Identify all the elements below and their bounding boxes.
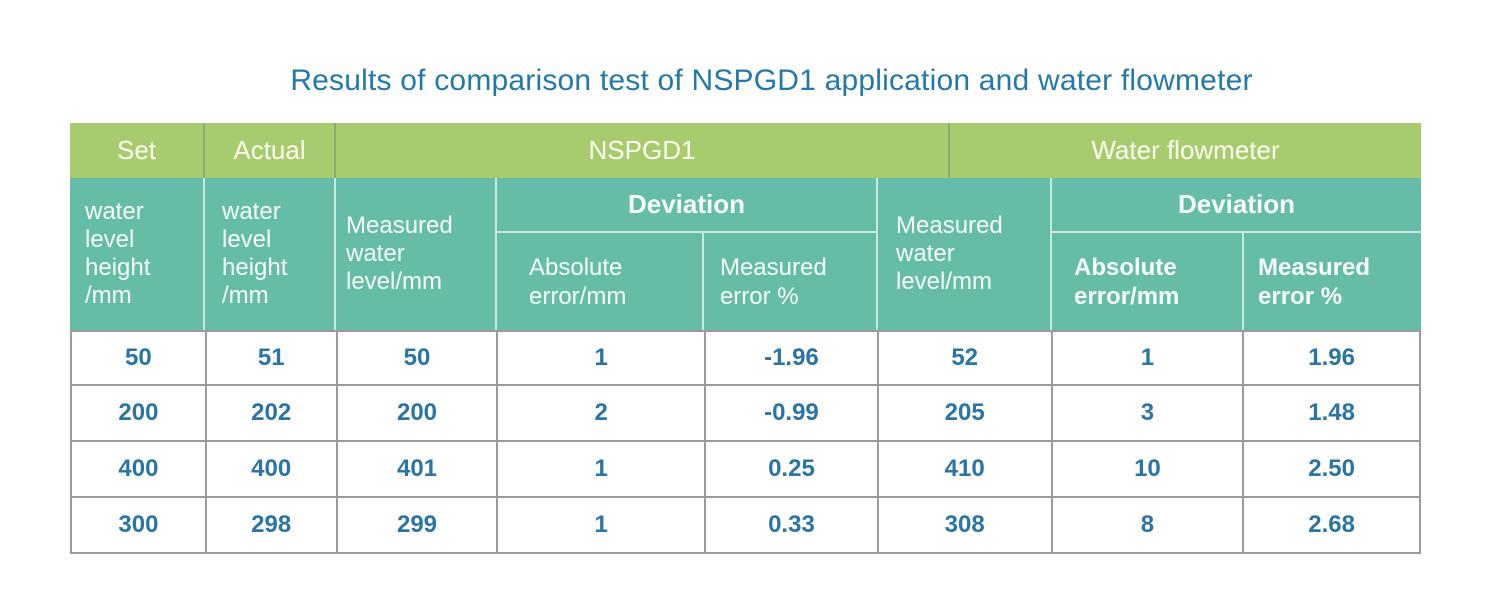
header-cell-nspgd1: NSPGD1 [336, 123, 950, 178]
table-row: 200 202 200 2 -0.99 205 3 1.48 [72, 386, 1422, 442]
data-cell: 200 [72, 386, 207, 440]
data-cell: 400 [72, 442, 207, 496]
table-header-top-row: Set Actual NSPGD1 Water flowmeter [70, 123, 1421, 178]
data-cell: 1 [498, 498, 707, 552]
data-cell: 410 [878, 442, 1053, 496]
table-header-sub-row: water level height /mm water level heigh… [70, 178, 1421, 330]
data-cell: 50 [72, 332, 207, 384]
header-cell-nspgd1-deviation: Deviation [497, 178, 876, 233]
comparison-table: Set Actual NSPGD1 Water flowmeter water … [70, 123, 1422, 554]
data-cell: 1.48 [1244, 386, 1422, 440]
data-cell: 1 [498, 442, 707, 496]
table-row: 400 400 401 1 0.25 410 10 2.50 [72, 442, 1422, 498]
header-cell-nspgd1-measured-error: Measured error % [719, 253, 827, 310]
table-row: 300 298 299 1 0.33 308 8 2.68 [72, 498, 1422, 554]
data-cell: 1 [498, 332, 707, 384]
header-cell-nspgd1-measured: Measured water level/mm [336, 178, 497, 330]
table-row: 50 51 50 1 -1.96 52 1 1.96 [72, 330, 1422, 386]
data-cell: 308 [878, 498, 1053, 552]
header-cell-nspgd1-absolute-error: Absolute error/mm [497, 233, 704, 330]
data-cell: 1 [1052, 332, 1245, 384]
data-cell: 8 [1052, 498, 1245, 552]
data-cell: 400 [206, 442, 338, 496]
data-cell: 50 [337, 332, 499, 384]
data-cell: 2.50 [1244, 442, 1422, 496]
header-cell-flowmeter-deviation: Deviation [1052, 178, 1421, 233]
data-cell: 202 [206, 386, 338, 440]
data-cell: 51 [206, 332, 338, 384]
data-cell: 298 [206, 498, 338, 552]
data-cell: 0.33 [706, 498, 879, 552]
data-cell: 2 [498, 386, 707, 440]
header-cell-actual-unit: water level height /mm [205, 178, 336, 330]
data-cell: 2.68 [1244, 498, 1422, 552]
header-cell-flowmeter-measured: Measured water level/mm [878, 178, 1052, 330]
table-body: 50 51 50 1 -1.96 52 1 1.96 200 202 200 2… [70, 330, 1422, 554]
data-cell: 401 [337, 442, 499, 496]
header-cell-flowmeter-measured-error: Measured error % [1258, 253, 1371, 310]
data-cell: 300 [72, 498, 207, 552]
data-cell: 205 [878, 386, 1053, 440]
header-cell-actual: Actual [205, 123, 336, 178]
header-cell-flowmeter-absolute-error: Absolute error/mm [1052, 233, 1244, 330]
header-cell-set-unit: water level height /mm [70, 178, 205, 330]
data-cell: 52 [878, 332, 1053, 384]
header-cell-water-flowmeter: Water flowmeter [950, 123, 1421, 178]
header-cell-set: Set [70, 123, 205, 178]
data-cell: 0.25 [706, 442, 879, 496]
header-subrow-nspgd1: Absolute error/mm Measured error % [497, 233, 876, 330]
header-group-flowmeter-deviation: Deviation Absolute error/mm Measured err… [1052, 178, 1421, 330]
header-group-nspgd1-deviation: Deviation Absolute error/mm Measured err… [497, 178, 878, 330]
header-subrow-flowmeter: Absolute error/mm Measured error % [1052, 233, 1421, 330]
page-title: Results of comparison test of NSPGD1 app… [290, 64, 1253, 97]
data-cell: 200 [337, 386, 499, 440]
data-cell: 3 [1052, 386, 1245, 440]
data-cell: -1.96 [706, 332, 879, 384]
data-cell: -0.99 [706, 386, 879, 440]
data-cell: 10 [1052, 442, 1245, 496]
data-cell: 299 [337, 498, 499, 552]
data-cell: 1.96 [1244, 332, 1422, 384]
